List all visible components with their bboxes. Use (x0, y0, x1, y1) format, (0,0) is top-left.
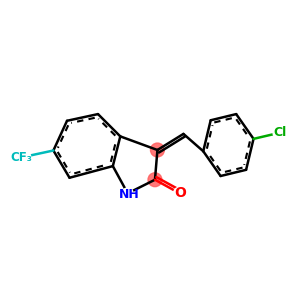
Circle shape (12, 148, 31, 167)
Circle shape (122, 188, 133, 199)
Circle shape (273, 126, 287, 140)
Text: NH: NH (118, 188, 139, 201)
Circle shape (173, 187, 186, 200)
Text: O: O (174, 186, 186, 200)
Circle shape (151, 143, 164, 157)
Text: Cl: Cl (273, 126, 287, 139)
Circle shape (148, 173, 162, 187)
Text: CF₃: CF₃ (10, 151, 32, 164)
